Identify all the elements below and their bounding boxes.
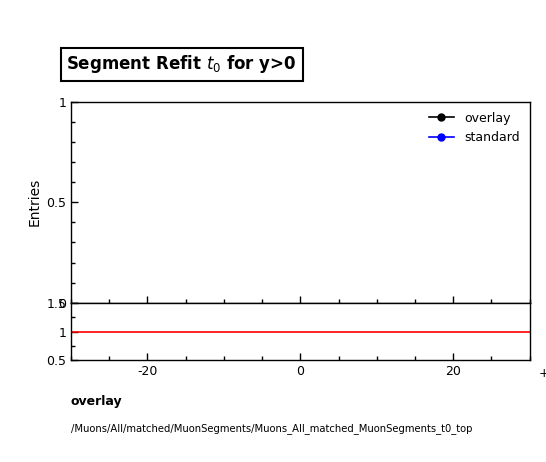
Legend: overlay, standard: overlay, standard [425, 108, 524, 148]
Text: /Muons/All/matched/MuonSegments/Muons_All_matched_MuonSegments_t0_top: /Muons/All/matched/MuonSegments/Muons_Al… [71, 423, 472, 434]
Y-axis label: Entries: Entries [28, 178, 42, 226]
Text: +: + [539, 367, 546, 380]
Text: Segment Refit $t_0$ for y>0: Segment Refit $t_0$ for y>0 [67, 54, 297, 75]
Text: overlay: overlay [71, 395, 123, 408]
